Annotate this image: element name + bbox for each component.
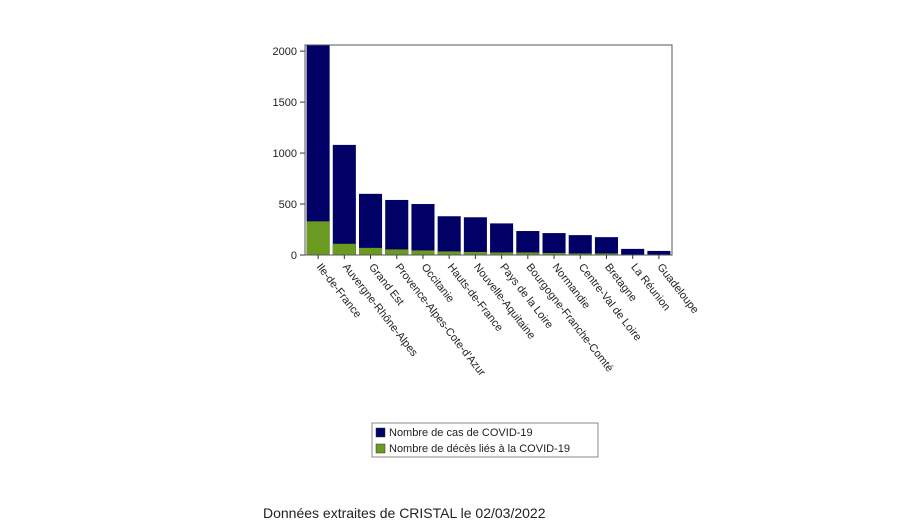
- bar: [306, 221, 330, 255]
- bar: [437, 251, 461, 255]
- y-tick-label: 500: [279, 199, 297, 211]
- bar: [332, 144, 356, 255]
- legend-label: Nombre de décès liés à la COVID-19: [389, 443, 570, 455]
- bar: [516, 252, 540, 255]
- bar: [385, 249, 409, 255]
- legend-swatch: [375, 443, 386, 454]
- bar: [594, 237, 618, 255]
- bar: [359, 247, 383, 255]
- bar: [542, 252, 566, 255]
- bar: [542, 233, 566, 255]
- bar: [568, 235, 592, 255]
- bar: [594, 253, 618, 255]
- y-tick-label: 1500: [273, 97, 297, 109]
- bar: [516, 231, 540, 255]
- bar: [332, 243, 356, 255]
- bar: [490, 223, 514, 255]
- bar: [306, 45, 330, 255]
- bar: [437, 216, 461, 255]
- bar: [621, 248, 645, 255]
- bar: [568, 253, 592, 255]
- y-tick-label: 0: [291, 250, 297, 262]
- bar: [411, 250, 435, 255]
- bar: [463, 251, 487, 255]
- bar: [647, 250, 671, 255]
- bar: [385, 199, 409, 255]
- plot-frame: [304, 44, 673, 256]
- y-tick-label: 2000: [273, 46, 297, 58]
- legend-box: [371, 422, 599, 458]
- bar: [359, 193, 383, 255]
- bar: [490, 252, 514, 255]
- y-tick-label: 1000: [273, 148, 297, 160]
- legend-swatch: [375, 427, 386, 438]
- bar: [411, 204, 435, 255]
- source-note: Données extraites de CRISTAL le 02/03/20…: [263, 505, 546, 521]
- legend-label: Nombre de cas de COVID-19: [389, 427, 533, 439]
- bar: [463, 217, 487, 255]
